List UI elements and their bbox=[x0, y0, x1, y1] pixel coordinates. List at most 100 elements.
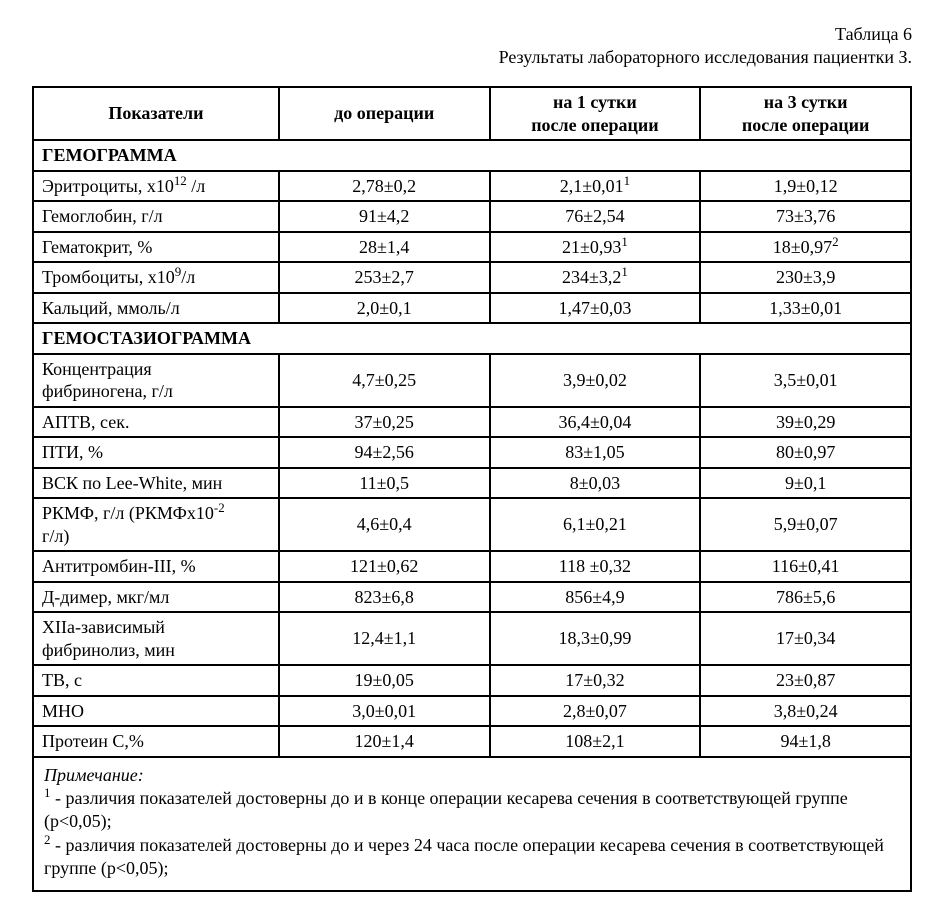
val-d3: 230±3,9 bbox=[700, 262, 911, 293]
val-pre: 2,78±0,2 bbox=[279, 171, 490, 202]
val-d1: 234±3,21 bbox=[490, 262, 701, 293]
val-d3: 5,9±0,07 bbox=[700, 498, 911, 551]
section-hemostasiogram-label: ГЕМОСТАЗИОГРАММА bbox=[33, 323, 911, 354]
val-pre: 91±4,2 bbox=[279, 201, 490, 232]
val-d1: 1,47±0,03 bbox=[490, 293, 701, 324]
val-pre: 11±0,5 bbox=[279, 468, 490, 499]
param-fibrinogen: Концентрация фибриногена, г/л bbox=[33, 354, 279, 407]
table-row: Концентрация фибриногена, г/л 4,7±0,25 3… bbox=[33, 354, 911, 407]
val-d1: 108±2,1 bbox=[490, 726, 701, 757]
val-d1: 76±2,54 bbox=[490, 201, 701, 232]
header-day1-line2: после операции bbox=[531, 115, 658, 135]
val-d3: 3,5±0,01 bbox=[700, 354, 911, 407]
table-row: Гематокрит, % 28±1,4 21±0,931 18±0,972 bbox=[33, 232, 911, 263]
header-pre: до операции bbox=[279, 87, 490, 140]
val-pre: 121±0,62 bbox=[279, 551, 490, 582]
val-d3: 80±0,97 bbox=[700, 437, 911, 468]
param-hemoglobin: Гемоглобин, г/л bbox=[33, 201, 279, 232]
header-day3-line1: на 3 сутки bbox=[764, 92, 848, 112]
param-vsk: ВСК по Lee-White, мин bbox=[33, 468, 279, 499]
param-calcium: Кальций, ммоль/л bbox=[33, 293, 279, 324]
lab-results-table: Показатели до операции на 1 сутки после … bbox=[32, 86, 912, 892]
param-rkmf: РКМФ, г/л (РКМФх10-2 г/л) bbox=[33, 498, 279, 551]
val-d3: 18±0,972 bbox=[700, 232, 911, 263]
header-day1-line1: на 1 сутки bbox=[553, 92, 637, 112]
val-pre: 823±6,8 bbox=[279, 582, 490, 613]
table-row: Гемоглобин, г/л 91±4,2 76±2,54 73±3,76 bbox=[33, 201, 911, 232]
header-day3: на 3 сутки после операции bbox=[700, 87, 911, 140]
val-pre: 37±0,25 bbox=[279, 407, 490, 438]
val-pre: 3,0±0,01 bbox=[279, 696, 490, 727]
param-protein-c: Протеин С,% bbox=[33, 726, 279, 757]
header-param: Показатели bbox=[33, 87, 279, 140]
table-row: ВСК по Lee-White, мин 11±0,5 8±0,03 9±0,… bbox=[33, 468, 911, 499]
val-d3: 73±3,76 bbox=[700, 201, 911, 232]
val-d3: 1,33±0,01 bbox=[700, 293, 911, 324]
footnote-row: Примечание: 1 - различия показателей дос… bbox=[33, 757, 911, 892]
param-platelets: Тромбоциты, х109/л bbox=[33, 262, 279, 293]
val-d1: 2,8±0,07 bbox=[490, 696, 701, 727]
val-pre: 4,6±0,4 bbox=[279, 498, 490, 551]
table-caption: Таблица 6 bbox=[32, 24, 912, 45]
val-d1: 118 ±0,32 bbox=[490, 551, 701, 582]
table-title: Результаты лабораторного исследования па… bbox=[32, 47, 912, 68]
val-d1: 6,1±0,21 bbox=[490, 498, 701, 551]
val-d1: 856±4,9 bbox=[490, 582, 701, 613]
val-d3: 3,8±0,24 bbox=[700, 696, 911, 727]
table-row: АПТВ, сек. 37±0,25 36,4±0,04 39±0,29 bbox=[33, 407, 911, 438]
table-row: Протеин С,% 120±1,4 108±2,1 94±1,8 bbox=[33, 726, 911, 757]
param-ddimer: Д-димер, мкг/мл bbox=[33, 582, 279, 613]
footnote-1: 1 - различия показателей достоверны до и… bbox=[44, 788, 848, 831]
param-xiia: XIIа-зависимый фибринолиз, мин bbox=[33, 612, 279, 665]
table-row: ТВ, с 19±0,05 17±0,32 23±0,87 bbox=[33, 665, 911, 696]
val-pre: 19±0,05 bbox=[279, 665, 490, 696]
val-pre: 4,7±0,25 bbox=[279, 354, 490, 407]
table-row: Д-димер, мкг/мл 823±6,8 856±4,9 786±5,6 bbox=[33, 582, 911, 613]
val-d1: 2,1±0,011 bbox=[490, 171, 701, 202]
table-row: Эритроциты, х1012 /л 2,78±0,2 2,1±0,011 … bbox=[33, 171, 911, 202]
val-pre: 94±2,56 bbox=[279, 437, 490, 468]
val-d3: 94±1,8 bbox=[700, 726, 911, 757]
table-row: ПТИ, % 94±2,56 83±1,05 80±0,97 bbox=[33, 437, 911, 468]
header-day1: на 1 сутки после операции bbox=[490, 87, 701, 140]
val-d1: 36,4±0,04 bbox=[490, 407, 701, 438]
val-d1: 8±0,03 bbox=[490, 468, 701, 499]
footnote-label: Примечание: bbox=[44, 765, 144, 785]
param-aptv: АПТВ, сек. bbox=[33, 407, 279, 438]
val-pre: 2,0±0,1 bbox=[279, 293, 490, 324]
val-d3: 786±5,6 bbox=[700, 582, 911, 613]
val-d3: 1,9±0,12 bbox=[700, 171, 911, 202]
table-row: МНО 3,0±0,01 2,8±0,07 3,8±0,24 bbox=[33, 696, 911, 727]
param-hematocrit: Гематокрит, % bbox=[33, 232, 279, 263]
table-row: Антитромбин-III, % 121±0,62 118 ±0,32 11… bbox=[33, 551, 911, 582]
section-hemogram: ГЕМОГРАММА bbox=[33, 140, 911, 171]
header-row: Показатели до операции на 1 сутки после … bbox=[33, 87, 911, 140]
param-erythrocytes: Эритроциты, х1012 /л bbox=[33, 171, 279, 202]
val-d3: 9±0,1 bbox=[700, 468, 911, 499]
table-row: XIIа-зависимый фибринолиз, мин 12,4±1,1 … bbox=[33, 612, 911, 665]
val-d1: 83±1,05 bbox=[490, 437, 701, 468]
table-row: РКМФ, г/л (РКМФх10-2 г/л) 4,6±0,4 6,1±0,… bbox=[33, 498, 911, 551]
val-d1: 21±0,931 bbox=[490, 232, 701, 263]
val-d1: 18,3±0,99 bbox=[490, 612, 701, 665]
footnote-2: 2 - различия показателей достоверны до и… bbox=[44, 835, 884, 878]
val-d3: 17±0,34 bbox=[700, 612, 911, 665]
val-pre: 28±1,4 bbox=[279, 232, 490, 263]
val-d1: 17±0,32 bbox=[490, 665, 701, 696]
section-hemostasiogram: ГЕМОСТАЗИОГРАММА bbox=[33, 323, 911, 354]
val-pre: 253±2,7 bbox=[279, 262, 490, 293]
table-row: Кальций, ммоль/л 2,0±0,1 1,47±0,03 1,33±… bbox=[33, 293, 911, 324]
val-d3: 39±0,29 bbox=[700, 407, 911, 438]
val-d3: 116±0,41 bbox=[700, 551, 911, 582]
param-tv: ТВ, с bbox=[33, 665, 279, 696]
header-day3-line2: после операции bbox=[742, 115, 869, 135]
footnote-cell: Примечание: 1 - различия показателей дос… bbox=[33, 757, 911, 892]
section-hemogram-label: ГЕМОГРАММА bbox=[33, 140, 911, 171]
param-mno: МНО bbox=[33, 696, 279, 727]
val-d3: 23±0,87 bbox=[700, 665, 911, 696]
val-d1: 3,9±0,02 bbox=[490, 354, 701, 407]
param-antithrombin: Антитромбин-III, % bbox=[33, 551, 279, 582]
val-pre: 120±1,4 bbox=[279, 726, 490, 757]
param-pti: ПТИ, % bbox=[33, 437, 279, 468]
val-pre: 12,4±1,1 bbox=[279, 612, 490, 665]
